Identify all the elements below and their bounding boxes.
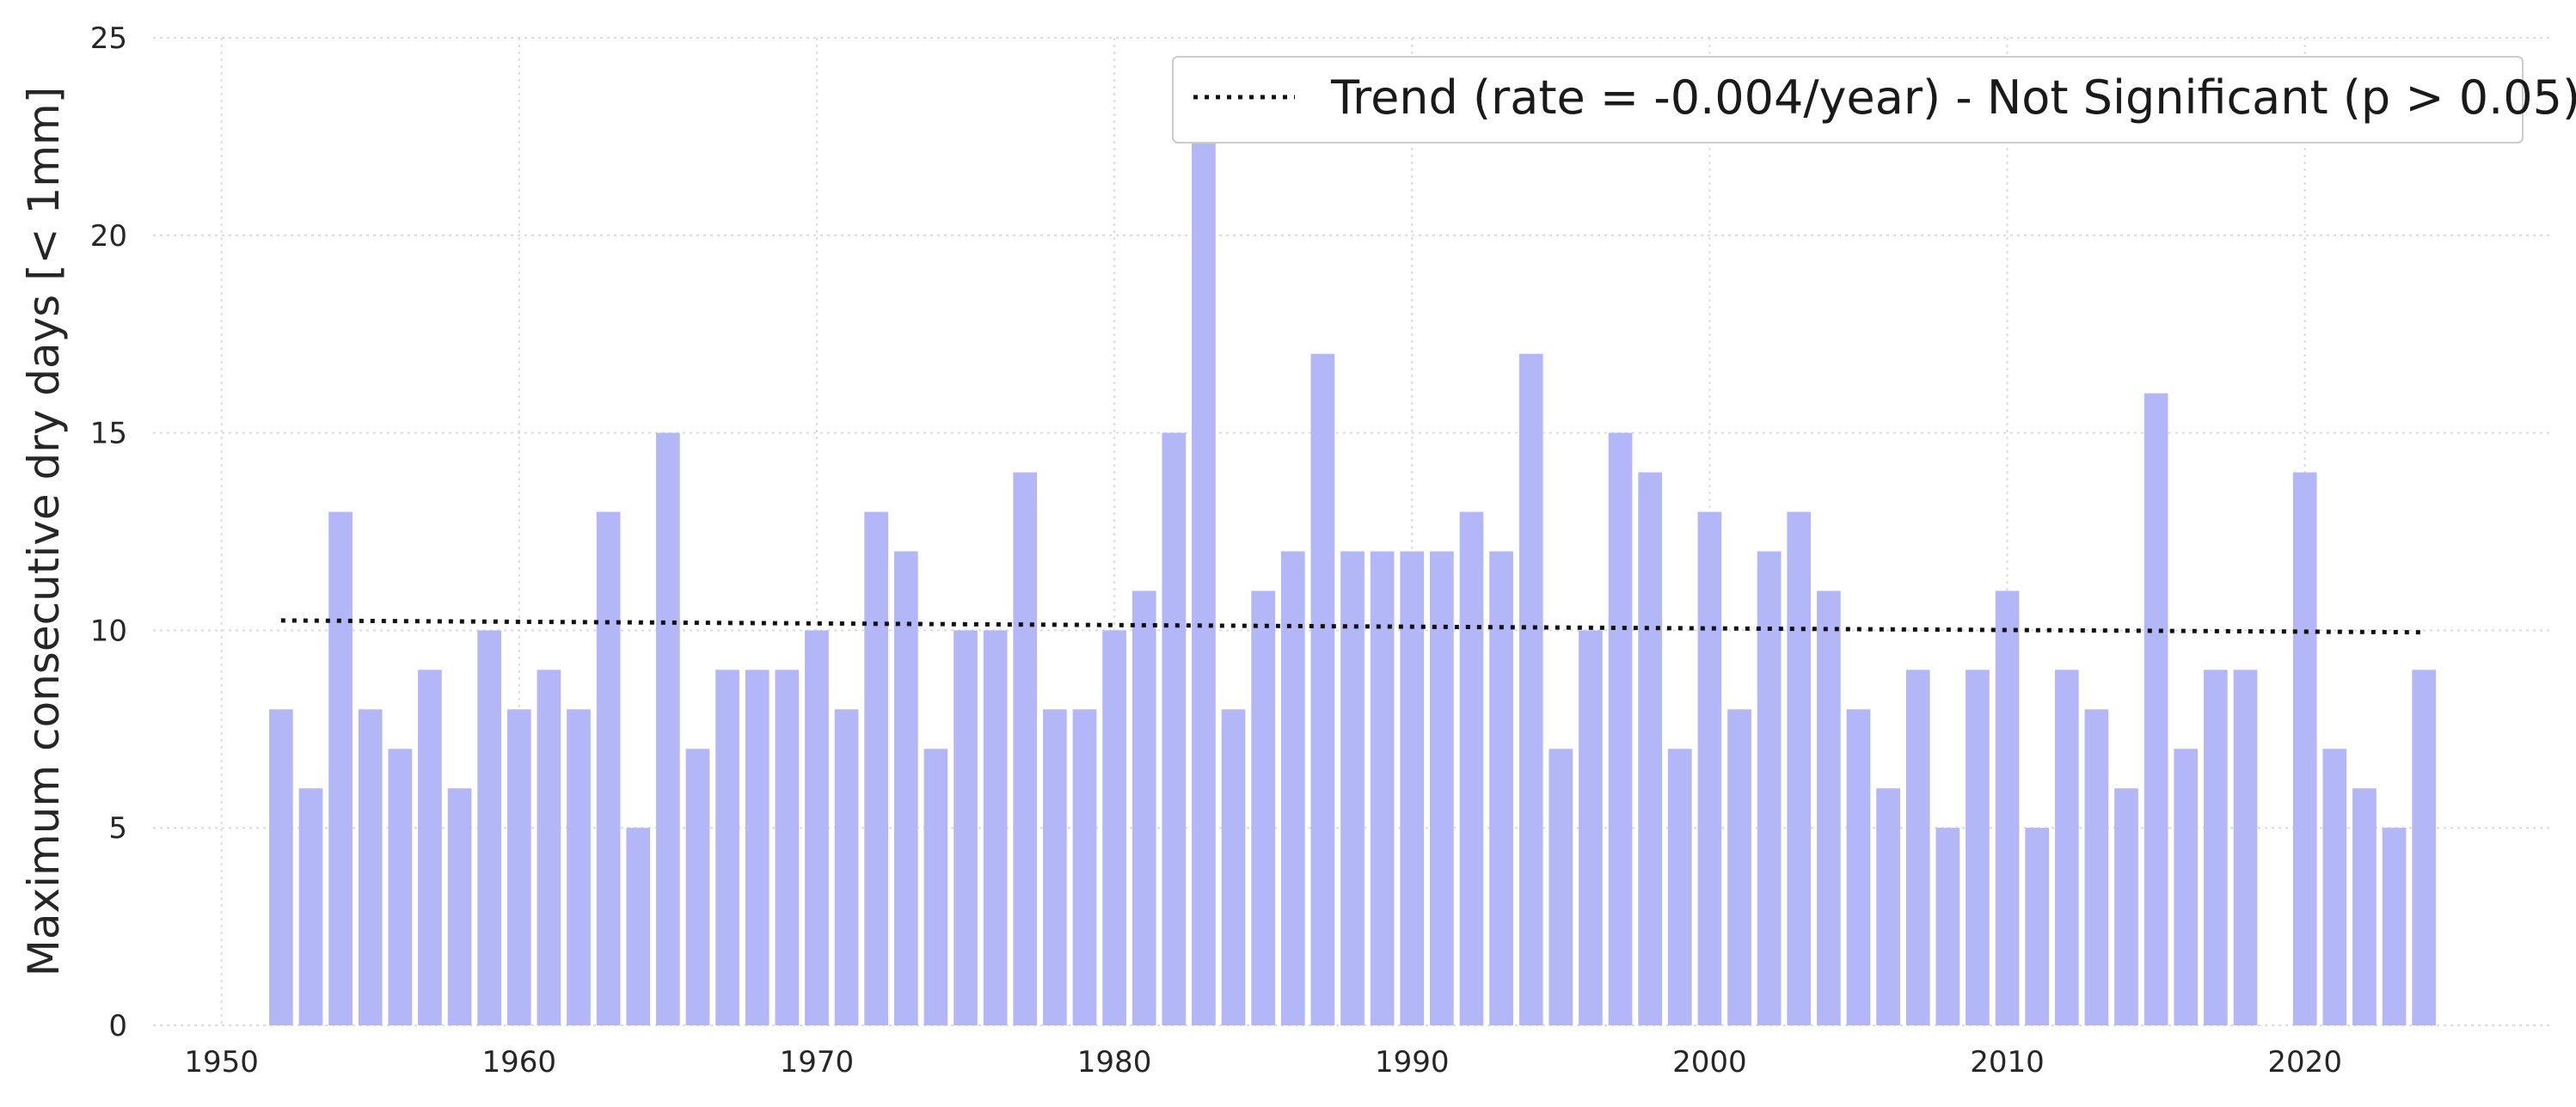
legend-box: [1172, 56, 2524, 144]
bar: [2054, 670, 2079, 1025]
bar: [506, 709, 531, 1025]
bar: [2382, 828, 2407, 1025]
bar: [1043, 709, 1067, 1025]
y-tick-label: 20: [90, 219, 127, 254]
x-tick-label: 2000: [1672, 1045, 1747, 1079]
legend: Trend (rate = -0.004/year) - Not Signifi…: [1172, 56, 2576, 144]
bar: [1072, 709, 1097, 1025]
bar: [1102, 630, 1126, 1025]
bar: [954, 630, 978, 1025]
bar: [388, 749, 413, 1025]
x-tick-label: 1960: [482, 1045, 557, 1079]
bar: [923, 749, 948, 1025]
bar: [596, 511, 621, 1025]
bar: [1638, 472, 1662, 1025]
bar: [1489, 551, 1513, 1025]
bar: [358, 709, 383, 1025]
bar: [1192, 76, 1216, 1026]
bar: [1727, 709, 1751, 1025]
y-axis-label: Maximum consecutive dry days [< 1mm]: [19, 87, 69, 976]
bar: [1697, 511, 1722, 1025]
bar: [2412, 670, 2436, 1025]
y-tick-label: 5: [108, 811, 127, 846]
x-tick-label: 2010: [1970, 1045, 2045, 1079]
bar: [477, 630, 501, 1025]
bar: [1846, 709, 1871, 1025]
bar: [656, 432, 680, 1026]
bar: [1310, 353, 1335, 1025]
bar: [893, 551, 918, 1025]
bar: [2025, 828, 2049, 1025]
bar: [2084, 709, 2109, 1025]
bar: [2174, 749, 2199, 1025]
y-tick-label: 0: [108, 1009, 127, 1043]
bar: [269, 709, 293, 1025]
bar: [805, 630, 829, 1025]
y-tick-label: 25: [90, 21, 127, 56]
bar: [745, 670, 770, 1025]
bar: [2144, 393, 2168, 1025]
bar: [1162, 432, 1187, 1026]
bar: [1787, 511, 1812, 1025]
legend-trend-label: Trend (rate = -0.004/year) - Not Signifi…: [1330, 70, 2576, 125]
bar: [2352, 788, 2377, 1025]
bar: [2114, 788, 2138, 1025]
bar: [1221, 709, 1246, 1025]
y-tick-label: 15: [90, 417, 127, 451]
bar: [1518, 353, 1543, 1025]
bar: [2204, 670, 2228, 1025]
bar: [2233, 670, 2258, 1025]
bar: [1876, 788, 1900, 1025]
bar: [1966, 670, 1990, 1025]
bar: [2292, 472, 2317, 1025]
bar: [1459, 511, 1484, 1025]
bar: [775, 670, 800, 1025]
x-axis-ticks: 1950 1960 1970 1980 1990 2000 2010 2020: [184, 1045, 2342, 1079]
bar: [328, 511, 353, 1025]
bar: [1280, 551, 1305, 1025]
bar: [834, 709, 859, 1025]
bar: [298, 788, 323, 1025]
bars: [269, 76, 2436, 1026]
x-tick-label: 1990: [1375, 1045, 1450, 1079]
bar: [1817, 590, 1841, 1025]
bar: [983, 630, 1008, 1025]
bar: [1935, 828, 1960, 1025]
x-tick-label: 1950: [184, 1045, 259, 1079]
bar: [1608, 432, 1633, 1026]
x-tick-label: 1980: [1077, 1045, 1152, 1079]
bar: [1400, 551, 1425, 1025]
bar: [1340, 551, 1365, 1025]
x-tick-label: 2020: [2267, 1045, 2342, 1079]
bar: [2322, 749, 2347, 1025]
bar: [715, 670, 739, 1025]
bar: [864, 511, 888, 1025]
bar: [1132, 590, 1156, 1025]
bar: [567, 709, 591, 1025]
bar: [1430, 551, 1454, 1025]
bar: [1667, 749, 1692, 1025]
bar: [537, 670, 561, 1025]
bar: [685, 749, 710, 1025]
bar: [1579, 630, 1603, 1025]
y-tick-label: 10: [90, 614, 127, 648]
bar: [1757, 551, 1782, 1025]
y-axis-ticks: 0 5 10 15 20 25: [90, 21, 127, 1043]
bar: [1549, 749, 1573, 1025]
bar: [418, 670, 442, 1025]
bar: [1905, 670, 1930, 1025]
bar: [1370, 551, 1395, 1025]
bar: [626, 828, 651, 1025]
bar: [1251, 590, 1275, 1025]
bar: [1995, 590, 2020, 1025]
bar: [1013, 472, 1038, 1025]
x-tick-label: 1970: [780, 1045, 855, 1079]
bar: [447, 788, 472, 1025]
